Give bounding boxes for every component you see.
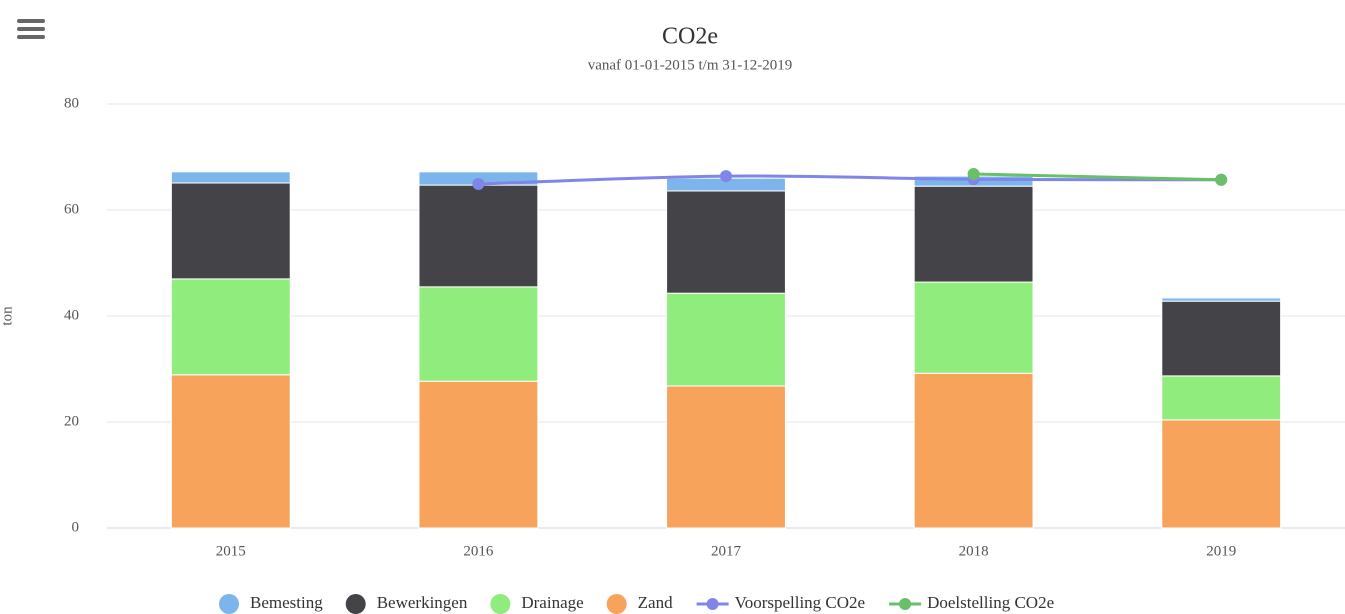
line-point [720, 170, 732, 183]
bar-segment [1161, 375, 1282, 421]
bar-segment [170, 171, 291, 184]
x-tick-label: 2017 [711, 543, 742, 559]
bar-segment [666, 190, 786, 294]
legend-label: Voorspelling CO2e [735, 593, 866, 612]
y-tick-label: 60 [64, 201, 79, 217]
legend-label: Bemesting [250, 593, 323, 612]
line-point [967, 167, 980, 180]
legend-symbol [899, 598, 912, 610]
legend-label: Bewerkingen [377, 593, 468, 612]
bar-segment [418, 184, 539, 288]
menu-bar [17, 19, 45, 23]
legend: Bemesting Bewerkingen Drainage Zand Voorspel… [219, 593, 1054, 614]
y-tick-label: 20 [64, 413, 79, 429]
chart-title: CO2e [662, 24, 718, 50]
bar-segment [1161, 297, 1282, 302]
y-tick-label: 80 [64, 95, 79, 111]
legend-label: Drainage [521, 593, 583, 612]
x-tick-label: 2016 [463, 543, 494, 559]
bar-segment [170, 182, 291, 280]
bar-segment [666, 385, 786, 529]
legend-symbol [490, 594, 511, 614]
bar-segment [170, 278, 291, 376]
legend-symbol [606, 594, 627, 614]
legend-label: Doelstelling CO2e [927, 593, 1054, 612]
bar-segment [913, 185, 1034, 283]
y-tick-label: 40 [64, 307, 79, 323]
legend-symbol [345, 594, 366, 614]
bar-segment [666, 292, 786, 387]
legend-label: Zand [638, 593, 673, 612]
bar-segment [170, 374, 291, 529]
y-tick-label: 0 [72, 519, 80, 535]
menu-bar [17, 35, 45, 39]
bar-segment [418, 380, 539, 529]
menu-bar [17, 27, 45, 31]
bar-segment [418, 286, 539, 382]
line-series [973, 172, 1222, 182]
line-point [1215, 173, 1228, 186]
legend-symbol [706, 598, 719, 610]
bar-segment [913, 372, 1034, 529]
bar-segment [1161, 300, 1282, 377]
bar-segment [913, 281, 1034, 374]
line-point [472, 178, 485, 191]
menu-icon[interactable] [17, 19, 45, 39]
line-series [478, 174, 1222, 186]
y-axis-label: ton [0, 306, 15, 326]
x-tick-label: 2019 [1206, 543, 1236, 559]
chart-subtitle: vanaf 01-01-2015 t/m 31-12-2019 [588, 57, 793, 73]
x-tick-label: 2015 [216, 543, 246, 559]
x-tick-label: 2018 [959, 543, 989, 559]
legend-symbol [219, 594, 239, 614]
bar-segment [1161, 419, 1282, 529]
